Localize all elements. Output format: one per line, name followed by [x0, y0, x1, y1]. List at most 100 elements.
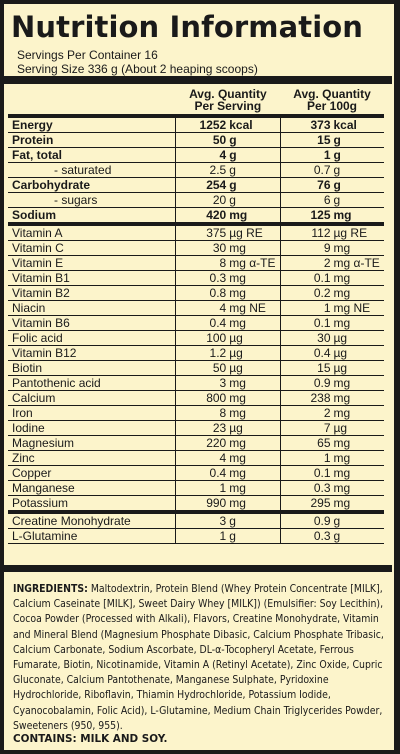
- per-100g-unit: µg: [333, 331, 348, 345]
- per-serving-value: 1.2: [209, 346, 227, 360]
- per-serving-unit: g: [229, 133, 237, 147]
- per-serving: 2.5 g: [175, 162, 281, 178]
- nutrient-name: Manganese: [8, 480, 176, 496]
- per-100g-value: 2: [323, 256, 331, 270]
- per-100g: 30 µg: [280, 330, 384, 346]
- header-per-100g: Avg. Quantity Per 100g: [280, 86, 384, 118]
- per-serving: 50 µg: [175, 360, 281, 376]
- per-100g-value: 0.9: [313, 514, 331, 528]
- per-100g: 1 mg: [280, 450, 384, 466]
- table-row: Folic acid 100 µg 30 µg: [8, 330, 384, 346]
- nutrient-name: - sugars: [8, 192, 176, 208]
- per-100g: 1 mg NE: [280, 300, 384, 316]
- per-serving-unit: mg: [229, 241, 246, 255]
- table-row: L-Glutamine 1 g 0.3 g: [8, 528, 384, 544]
- per-serving-unit: mg NE: [229, 301, 266, 315]
- per-100g-value: 0.4: [313, 346, 331, 360]
- per-100g-unit: g: [333, 148, 341, 162]
- per-serving-unit: mg: [229, 316, 246, 330]
- nutrient-name: Vitamin B1: [8, 270, 176, 286]
- nutrient-name: Iron: [8, 405, 176, 421]
- nutrient-name: Fat, total: [8, 147, 176, 163]
- table-row: Fat, total 4 g 1 g: [8, 147, 384, 163]
- per-100g: 0.4 µg: [280, 345, 384, 361]
- nutrient-name: Vitamin B6: [8, 315, 176, 331]
- per-100g: 0.3 g: [280, 528, 384, 544]
- per-serving-unit: mg: [229, 466, 246, 480]
- per-serving-value: 4: [219, 301, 227, 315]
- per-serving-unit: g: [229, 163, 236, 177]
- per-100g: 2 mg: [280, 405, 384, 421]
- table-row: Vitamin B6 0.4 mg 0.1 mg: [8, 315, 384, 331]
- nutrient-name: Vitamin C: [8, 240, 176, 256]
- per-serving-unit: µg RE: [229, 226, 263, 240]
- per-100g-value: 2: [323, 406, 331, 420]
- per-serving: 4 mg: [175, 450, 281, 466]
- per-100g-unit: mg: [333, 436, 351, 450]
- nutrient-name: Energy: [8, 116, 176, 133]
- table-row: Potassium 990 mg 295 mg: [8, 495, 384, 514]
- per-100g-unit: mg: [333, 271, 351, 285]
- ingredients-label: INGREDIENTS:: [13, 583, 88, 595]
- per-100g-value: 0.3: [313, 481, 331, 495]
- per-100g-unit: mg: [333, 481, 351, 495]
- per-serving: 100 µg: [175, 330, 281, 346]
- per-serving-value: 1: [219, 481, 227, 495]
- per-100g: 373 kcal: [280, 116, 384, 133]
- nutrient-name: L-Glutamine: [8, 528, 176, 544]
- table-row: Pantothenic acid 3 mg 0.9 mg: [8, 375, 384, 391]
- per-serving-unit: mg: [229, 436, 246, 450]
- per-100g-unit: g: [333, 193, 341, 207]
- per-serving: 50 g: [175, 132, 281, 148]
- header-per-serving-l2: Per Serving: [194, 99, 262, 113]
- per-100g-unit: g: [333, 514, 341, 528]
- per-serving-unit: mg: [229, 451, 246, 465]
- table-row: Iron 8 mg 2 mg: [8, 405, 384, 421]
- per-serving: 990 mg: [175, 495, 281, 514]
- per-100g-unit: g: [333, 163, 341, 177]
- per-serving-value: 100: [206, 331, 227, 345]
- per-serving: 4 mg NE: [175, 300, 281, 316]
- per-serving-value: 1: [219, 529, 227, 543]
- nutrient-name: Vitamin B2: [8, 285, 176, 301]
- per-serving: 375 µg RE: [175, 224, 281, 241]
- per-serving-unit: kcal: [229, 118, 253, 132]
- per-100g: 0.1 mg: [280, 465, 384, 481]
- header-per-serving-l1: Avg. Quantity: [189, 87, 267, 101]
- per-serving: 20 g: [175, 192, 281, 208]
- per-100g: 238 mg: [280, 390, 384, 406]
- table-row: Vitamin A 375 µg RE 112 µg RE: [8, 224, 384, 241]
- per-serving-unit: g: [229, 514, 236, 528]
- nutrient-name: Zinc: [8, 450, 176, 466]
- per-100g-value: 0.1: [313, 466, 331, 480]
- per-100g-value: 15: [317, 361, 331, 375]
- table-row: Copper 0.4 mg 0.1 mg: [8, 465, 384, 481]
- table-row: Creatine Monohydrate 3 g 0.9 g: [8, 512, 384, 529]
- table-row: - sugars 20 g 6 g: [8, 192, 384, 208]
- per-100g-unit: mg: [333, 286, 351, 300]
- nutrient-name: Vitamin E: [8, 255, 176, 271]
- per-serving-value: 254: [206, 178, 227, 192]
- per-serving-unit: µg: [229, 361, 243, 375]
- table-row: Carbohydrate 254 g 76 g: [8, 177, 384, 193]
- per-100g-unit: µg: [333, 421, 348, 435]
- per-serving-unit: µg: [229, 346, 243, 360]
- per-100g-value: 9: [323, 241, 331, 255]
- per-100g: 112 µg RE: [280, 224, 384, 241]
- per-100g: 7 µg: [280, 420, 384, 436]
- panel-title: Nutrition Information: [11, 10, 364, 44]
- nutrient-name: Magnesium: [8, 435, 176, 451]
- per-serving-value: 8: [219, 256, 227, 270]
- serving-size: Serving Size 336 g (About 2 heaping scoo…: [17, 62, 258, 76]
- per-100g-value: 7: [323, 421, 331, 435]
- nutrient-name: Protein: [8, 132, 176, 148]
- per-serving-unit: g: [229, 193, 236, 207]
- per-100g: 15 g: [280, 132, 384, 148]
- per-100g: 0.3 mg: [280, 480, 384, 496]
- table-row: Protein 50 g 15 g: [8, 132, 384, 148]
- per-serving-unit: µg: [229, 331, 243, 345]
- per-100g-value: 1: [323, 451, 331, 465]
